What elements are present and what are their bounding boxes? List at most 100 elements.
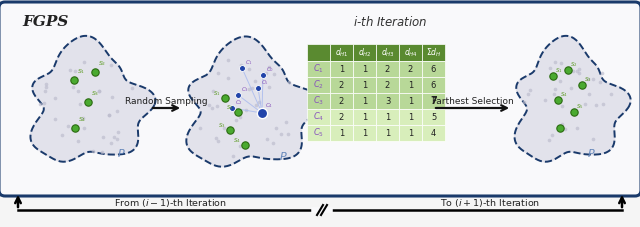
- Point: [83, 100, 93, 104]
- Point: [208, 89, 218, 93]
- Point: [233, 110, 243, 114]
- Point: [40, 89, 50, 93]
- FancyBboxPatch shape: [330, 77, 353, 93]
- Point: [207, 106, 217, 110]
- Point: [212, 104, 222, 108]
- Text: $S_1$: $S_1$: [555, 66, 563, 75]
- FancyBboxPatch shape: [399, 109, 422, 125]
- Point: [90, 70, 100, 74]
- Point: [233, 93, 243, 97]
- FancyBboxPatch shape: [353, 93, 376, 109]
- Point: [220, 96, 230, 100]
- Text: 1: 1: [362, 81, 367, 89]
- Text: $C_5$: $C_5$: [261, 78, 269, 87]
- Point: [258, 73, 268, 77]
- Text: 2: 2: [408, 64, 413, 74]
- Text: 1: 1: [362, 128, 367, 138]
- Point: [127, 86, 138, 90]
- FancyBboxPatch shape: [353, 77, 376, 93]
- Text: $C_3$: $C_3$: [313, 95, 324, 107]
- Point: [39, 101, 49, 105]
- Point: [79, 126, 90, 130]
- Text: $C_2$: $C_2$: [235, 98, 243, 107]
- Point: [234, 144, 244, 148]
- FancyBboxPatch shape: [307, 93, 330, 109]
- Point: [50, 117, 60, 120]
- Point: [112, 137, 122, 141]
- FancyBboxPatch shape: [330, 44, 353, 61]
- Point: [236, 115, 246, 119]
- FancyBboxPatch shape: [399, 61, 422, 77]
- Point: [73, 89, 83, 92]
- Text: 2: 2: [385, 64, 390, 74]
- Point: [213, 71, 223, 75]
- Point: [112, 109, 122, 113]
- Point: [276, 132, 286, 136]
- Text: FGPS: FGPS: [22, 15, 68, 29]
- Point: [548, 74, 558, 78]
- Text: $\Sigma d_H$: $\Sigma d_H$: [426, 46, 441, 59]
- Point: [253, 86, 263, 90]
- FancyBboxPatch shape: [307, 61, 330, 77]
- Point: [264, 65, 275, 69]
- FancyBboxPatch shape: [422, 61, 445, 77]
- Point: [569, 110, 579, 114]
- Point: [553, 98, 563, 102]
- Point: [68, 85, 78, 88]
- Point: [561, 127, 571, 131]
- FancyBboxPatch shape: [0, 2, 640, 196]
- Text: 5: 5: [431, 113, 436, 121]
- Point: [540, 98, 550, 102]
- Text: 1: 1: [362, 113, 367, 121]
- Text: $C_5$: $C_5$: [313, 127, 324, 139]
- Point: [241, 108, 252, 111]
- Point: [65, 68, 75, 72]
- Point: [225, 128, 235, 132]
- Point: [268, 141, 278, 145]
- FancyBboxPatch shape: [422, 109, 445, 125]
- Text: Farthest Selection: Farthest Selection: [431, 96, 513, 106]
- Point: [595, 80, 605, 84]
- Point: [254, 100, 264, 104]
- Point: [264, 85, 275, 89]
- Text: $S_1$: $S_1$: [213, 89, 221, 98]
- Point: [70, 69, 80, 73]
- Point: [70, 126, 80, 130]
- Point: [227, 106, 237, 110]
- Text: $S_3$: $S_3$: [584, 75, 591, 84]
- Text: $S_3$: $S_3$: [218, 121, 226, 130]
- Text: 2: 2: [385, 81, 390, 89]
- Point: [577, 83, 587, 87]
- Point: [588, 77, 598, 80]
- Point: [63, 124, 74, 127]
- FancyBboxPatch shape: [330, 125, 353, 141]
- Point: [73, 139, 83, 142]
- Text: 7: 7: [430, 96, 437, 106]
- Text: $S_4$: $S_4$: [78, 115, 86, 124]
- Point: [583, 77, 593, 81]
- Point: [247, 86, 257, 90]
- Text: $S_2$: $S_2$: [226, 103, 234, 112]
- Point: [244, 88, 254, 91]
- Text: 2: 2: [339, 113, 344, 121]
- Point: [97, 150, 107, 153]
- Point: [556, 61, 566, 65]
- Point: [588, 137, 598, 141]
- Point: [78, 116, 88, 119]
- Point: [219, 126, 229, 130]
- Point: [40, 82, 51, 85]
- Text: P: P: [280, 152, 287, 162]
- Point: [565, 86, 575, 90]
- Polygon shape: [186, 37, 320, 167]
- Point: [88, 149, 99, 153]
- FancyBboxPatch shape: [422, 44, 445, 61]
- Text: 2: 2: [339, 96, 344, 106]
- Text: $S_2$: $S_2$: [570, 60, 577, 69]
- FancyBboxPatch shape: [399, 77, 422, 93]
- Text: $C_4$: $C_4$: [265, 101, 273, 110]
- FancyBboxPatch shape: [307, 77, 330, 93]
- Point: [108, 136, 118, 139]
- FancyBboxPatch shape: [307, 44, 330, 61]
- Text: 1: 1: [362, 96, 367, 106]
- Point: [579, 102, 589, 106]
